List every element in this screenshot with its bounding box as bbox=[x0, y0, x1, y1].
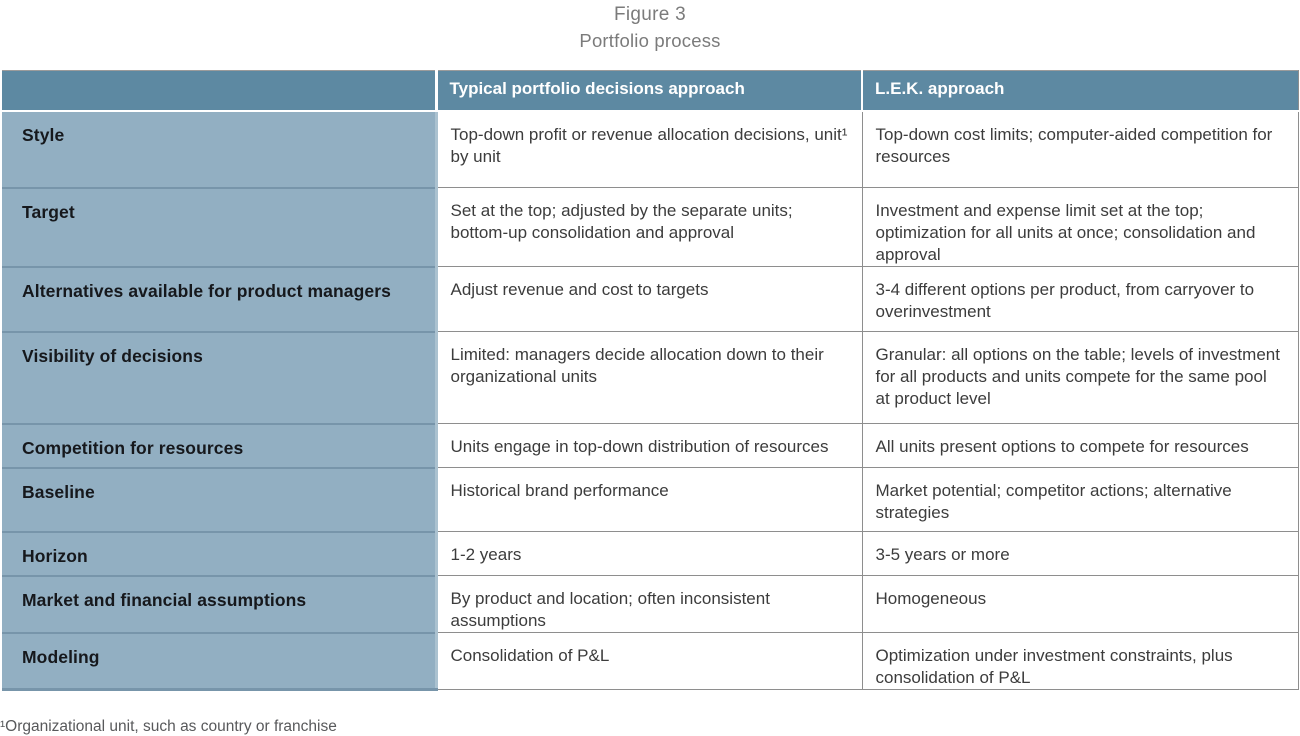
typical-cell: Set at the top; adjusted by the separate… bbox=[434, 187, 863, 267]
typical-cell: Historical brand performance bbox=[434, 467, 863, 532]
figure-title: Portfolio process bbox=[579, 30, 721, 51]
typical-cell: Adjust revenue and cost to targets bbox=[434, 266, 863, 332]
table-row: Horizon 1-2 years 3-5 years or more bbox=[2, 531, 1298, 577]
table-header-row: Typical portfolio decisions approach L.E… bbox=[2, 70, 1298, 112]
row-label-horizon: Horizon bbox=[2, 531, 436, 577]
table-row: Visibility of decisions Limited: manager… bbox=[2, 331, 1298, 425]
lek-cell: Market potential; competitor actions; al… bbox=[862, 467, 1298, 532]
lek-cell: Homogeneous bbox=[862, 575, 1298, 633]
row-label-target: Target bbox=[2, 187, 436, 268]
table-row: Style Top-down profit or revenue allocat… bbox=[2, 110, 1298, 189]
typical-cell: 1-2 years bbox=[434, 531, 863, 576]
row-label-modeling: Modeling bbox=[2, 632, 436, 691]
row-label-assumptions: Market and financial assumptions bbox=[2, 575, 436, 634]
table-row: Alternatives available for product manag… bbox=[2, 266, 1298, 333]
table-row: Target Set at the top; adjusted by the s… bbox=[2, 187, 1298, 268]
figure-label: Figure 3 bbox=[613, 4, 687, 25]
row-label-baseline: Baseline bbox=[2, 467, 436, 533]
figure-header: Figure 3 Portfolio process bbox=[0, 0, 1300, 55]
row-label-alternatives: Alternatives available for product manag… bbox=[2, 266, 436, 333]
header-lek-approach: L.E.K. approach bbox=[861, 70, 1298, 112]
table-row: Modeling Consolidation of P&L Optimizati… bbox=[2, 632, 1298, 691]
typical-cell: Top-down profit or revenue allocation de… bbox=[434, 110, 863, 188]
typical-cell: Units engage in top-down distribution of… bbox=[434, 423, 863, 468]
header-empty-cell bbox=[2, 70, 436, 112]
row-label-competition: Competition for resources bbox=[2, 423, 436, 469]
table-row: Competition for resources Units engage i… bbox=[2, 423, 1298, 469]
lek-cell: 3-5 years or more bbox=[862, 531, 1298, 576]
lek-cell: Investment and expense limit set at the … bbox=[862, 187, 1298, 267]
lek-cell: 3-4 different options per product, from … bbox=[862, 266, 1298, 332]
typical-cell: Consolidation of P&L bbox=[434, 632, 863, 690]
typical-cell: By product and location; often inconsist… bbox=[434, 575, 863, 633]
lek-cell: All units present options to compete for… bbox=[862, 423, 1298, 468]
row-label-visibility: Visibility of decisions bbox=[2, 331, 436, 425]
table-row: Market and financial assumptions By prod… bbox=[2, 575, 1298, 634]
lek-cell: Optimization under investment constraint… bbox=[862, 632, 1298, 690]
lek-cell: Top-down cost limits; computer-aided com… bbox=[862, 110, 1298, 188]
header-typical-approach: Typical portfolio decisions approach bbox=[434, 70, 862, 112]
portfolio-process-table: Typical portfolio decisions approach L.E… bbox=[2, 70, 1299, 691]
table-row: Baseline Historical brand performance Ma… bbox=[2, 467, 1298, 533]
lek-cell: Granular: all options on the table; leve… bbox=[862, 331, 1298, 424]
row-label-style: Style bbox=[2, 110, 436, 189]
typical-cell: Limited: managers decide allocation down… bbox=[434, 331, 863, 424]
